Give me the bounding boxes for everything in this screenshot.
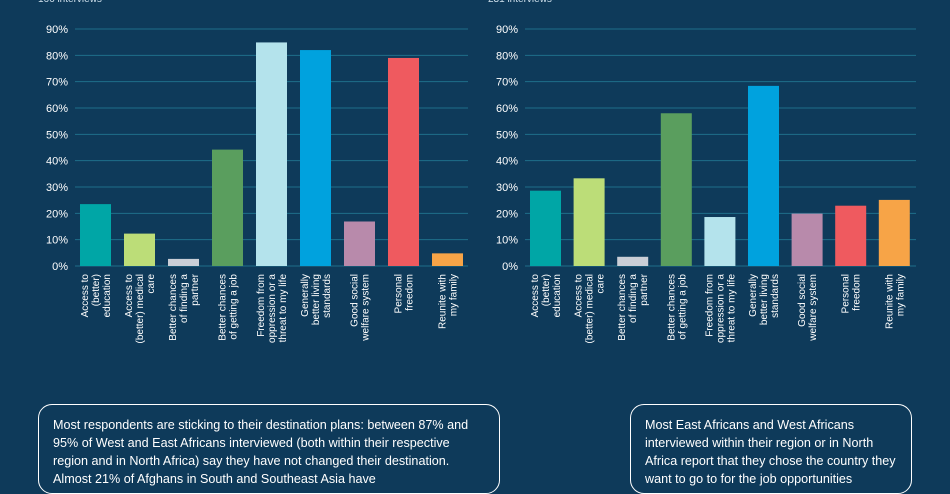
right-category-label: Better chancesof getting a job <box>666 274 688 341</box>
right-category-label: Generallybetter livingstandards <box>748 274 781 325</box>
left-bar <box>344 221 375 266</box>
right-y-tick-label: 0% <box>502 261 518 273</box>
right-y-tick-label: 40% <box>496 156 518 168</box>
left-category-label: Freedom fromoppression or athreat to my … <box>256 274 289 343</box>
right-chart-subtitle: 231 interviews <box>488 0 552 5</box>
right-bar <box>791 213 823 266</box>
right-category-label: Good socialwelfare system <box>797 274 819 342</box>
right-bar <box>660 113 692 267</box>
right-y-tick-label: 30% <box>496 182 518 194</box>
left-y-tick-label: 70% <box>46 77 68 89</box>
left-category-label: Better chancesof finding apartner <box>168 273 201 340</box>
right-y-tick-label: 90% <box>496 24 518 36</box>
left-y-tick-label: 0% <box>52 261 68 273</box>
left-bar <box>300 50 331 266</box>
left-bar <box>256 42 287 267</box>
left-bar <box>80 204 111 266</box>
left-y-tick-label: 50% <box>46 129 68 141</box>
right-bar <box>573 178 605 266</box>
left-bar <box>432 253 463 266</box>
right-category-label: Personalfreedom <box>841 274 863 313</box>
right-y-tick-label: 20% <box>496 208 518 220</box>
left-category-label: Personalfreedom <box>394 274 416 313</box>
charts-canvas: 166 interviews 0% 10% 20% 30% 40% 50% 60% 70% 80%… <box>38 0 916 343</box>
right-y-tick-label: 60% <box>496 103 518 115</box>
left-bar-chart: 166 interviews 0% 10% 20% 30% 40% 50% 60% 70% 80%… <box>38 0 468 343</box>
left-y-tick-label: 40% <box>46 156 68 168</box>
left-chart-subtitle: 166 interviews <box>38 0 102 5</box>
left-y-tick-label: 30% <box>46 182 68 194</box>
left-category-label: Generallybetter livingstandards <box>300 274 333 325</box>
left-y-tick-label: 10% <box>46 235 68 247</box>
right-category-label: Reunite withmy family <box>884 274 906 329</box>
right-bar <box>748 85 779 266</box>
left-category-label: Reunite withmy family <box>438 274 460 329</box>
right-chart-note: Most East Africans and West Africans int… <box>630 404 912 494</box>
right-y-tick-label: 50% <box>496 129 518 141</box>
right-y-tick-label: 10% <box>496 235 518 247</box>
right-category-label: Access to(better) medicalcare <box>574 274 607 344</box>
left-y-tick-label: 90% <box>46 24 68 36</box>
right-y-tick-label: 80% <box>496 50 518 62</box>
left-bar <box>124 233 155 266</box>
left-bar <box>212 149 243 266</box>
left-category-label: Better chancesof getting a job <box>218 274 240 341</box>
right-bar <box>878 199 910 266</box>
left-y-tick-label: 20% <box>46 208 68 220</box>
left-y-tick-label: 80% <box>46 50 68 62</box>
right-y-tick-label: 70% <box>496 77 518 89</box>
right-category-label: Access to(better)education <box>530 274 563 318</box>
left-y-tick-label: 60% <box>46 103 68 115</box>
right-bar <box>617 256 649 266</box>
right-bar <box>835 205 867 266</box>
left-category-label: Good socialwelfare system <box>350 274 372 342</box>
left-note-text: Most respondents are sticking to their d… <box>53 418 469 486</box>
left-bar <box>388 57 419 266</box>
right-bar-chart: 231 interviews 0% 10% 20% 30% 40% 50% 60% 70% 80%… <box>488 0 916 343</box>
right-category-label: Better chancesof finding apartner <box>617 273 650 340</box>
left-chart-note: Most respondents are sticking to their d… <box>38 404 500 494</box>
right-bar <box>704 217 736 266</box>
left-bar <box>168 258 199 266</box>
right-bar <box>530 190 561 266</box>
left-category-label: Access to(better)education <box>80 274 113 318</box>
right-note-text: Most East Africans and West Africans int… <box>645 418 896 486</box>
right-category-label: Freedom fromoppression or athreat to my … <box>704 274 737 343</box>
left-category-label: Access to(better) medicalcare <box>124 274 157 344</box>
